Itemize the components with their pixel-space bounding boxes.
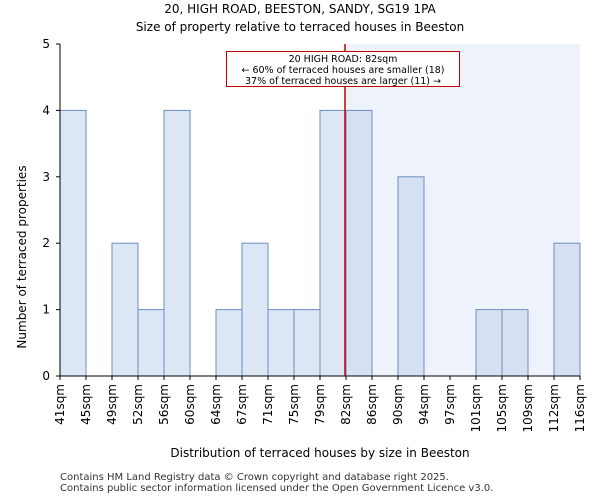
footer-line-1: Contains HM Land Registry data © Crown c… — [60, 472, 449, 483]
x-tick-label: 71sqm — [261, 384, 275, 425]
x-tick-label: 105sqm — [495, 384, 509, 432]
marker-label: 20 HIGH ROAD: 82sqm — [288, 54, 398, 65]
x-tick-label: 49sqm — [105, 384, 119, 425]
bar — [137, 309, 165, 377]
x-tick-label: 112sqm — [547, 384, 561, 432]
bar — [241, 242, 269, 377]
x-tick-label: 101sqm — [469, 384, 483, 432]
x-tick-label: 41sqm — [53, 384, 67, 425]
marker-smaller-text: ← 60% of terraced houses are smaller (18… — [241, 65, 445, 76]
y-tick-label: 4 — [42, 103, 50, 117]
x-tick-label: 60sqm — [183, 384, 197, 425]
larger-region-shade — [345, 44, 580, 376]
x-tick-label: 86sqm — [365, 384, 379, 425]
bar — [553, 242, 581, 377]
x-tick-label: 79sqm — [313, 384, 327, 425]
x-tick-label: 94sqm — [417, 384, 431, 425]
x-tick-label: 82sqm — [339, 384, 353, 425]
y-axis-label: Number of terraced properties — [15, 165, 29, 349]
bar — [267, 309, 295, 377]
bar — [319, 109, 347, 377]
y-tick-label: 3 — [42, 170, 50, 184]
x-tick-label: 90sqm — [391, 384, 405, 425]
bar — [293, 309, 321, 377]
x-tick-label: 67sqm — [235, 384, 249, 425]
bar — [59, 109, 87, 377]
bar — [163, 109, 191, 377]
bar — [215, 309, 243, 377]
bar — [501, 309, 529, 377]
x-tick-label: 64sqm — [209, 384, 223, 425]
marker-annotation: 20 HIGH ROAD: 82sqm ← 60% of terraced ho… — [226, 51, 460, 87]
chart-subtitle: Size of property relative to terraced ho… — [135, 20, 465, 34]
chart-title: 20, HIGH ROAD, BEESTON, SANDY, SG19 1PA — [164, 2, 436, 16]
x-tick-label: 56sqm — [157, 384, 171, 425]
x-axis-label: Distribution of terraced houses by size … — [170, 446, 470, 460]
y-tick-label: 5 — [42, 37, 50, 51]
footer: Contains HM Land Registry data © Crown c… — [60, 472, 493, 494]
footer-line-2: Contains public sector information licen… — [60, 483, 494, 494]
bar — [475, 309, 503, 377]
y-tick-label: 2 — [42, 236, 50, 250]
x-tick-label: 52sqm — [131, 384, 145, 425]
bar — [397, 176, 425, 377]
bar — [345, 109, 373, 377]
y-tick-label: 0 — [42, 369, 50, 383]
y-tick-label: 1 — [42, 303, 50, 317]
bar — [111, 242, 139, 377]
x-tick-label: 116sqm — [573, 384, 587, 432]
x-tick-label: 45sqm — [79, 384, 93, 425]
x-tick-label: 75sqm — [287, 384, 301, 425]
x-tick-label: 109sqm — [521, 384, 535, 432]
x-tick-label: 97sqm — [443, 384, 457, 425]
marker-larger-text: 37% of terraced houses are larger (11) → — [245, 76, 441, 87]
